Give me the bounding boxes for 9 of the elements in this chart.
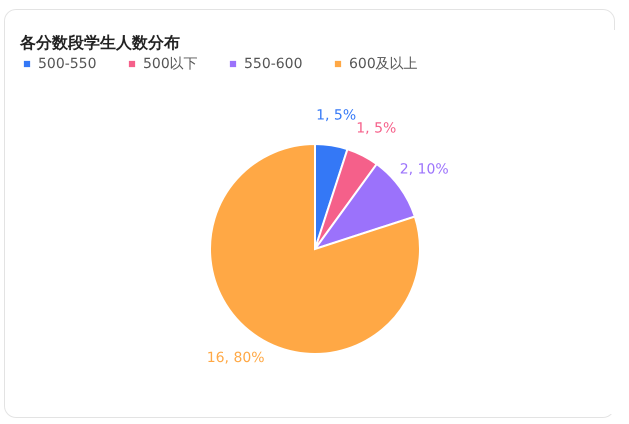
legend-label: 500以下 bbox=[143, 56, 198, 72]
data-label: 16, 80% bbox=[206, 350, 265, 366]
chart-title: 各分数段学生人数分布 bbox=[19, 33, 180, 52]
legend-label: 550-600 bbox=[244, 56, 302, 72]
legend-label: 600及以上 bbox=[349, 56, 418, 72]
data-label: 1, 5% bbox=[356, 120, 396, 137]
data-label: 2, 10% bbox=[400, 162, 449, 178]
data-label: 1, 5% bbox=[316, 108, 356, 124]
legend-label: 500-550 bbox=[38, 56, 96, 72]
